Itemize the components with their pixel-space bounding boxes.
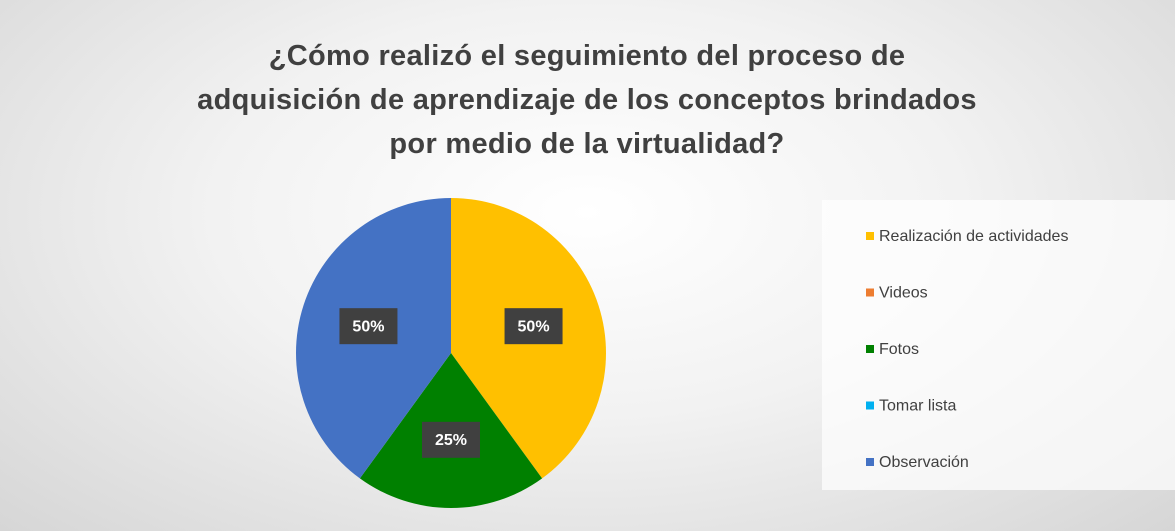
legend-label: Realización de actividades	[879, 228, 1068, 245]
chart-title: ¿Cómo realizó el seguimiento del proceso…	[197, 40, 977, 160]
legend-swatch	[866, 288, 874, 297]
data-label: 25%	[435, 432, 467, 449]
data-label-box	[422, 421, 480, 458]
data-label-box	[504, 308, 563, 345]
data-label: 50%	[518, 318, 550, 335]
legend-label: Videos	[879, 285, 928, 302]
data-label-box	[339, 308, 398, 345]
legend-swatch	[866, 232, 874, 240]
legend-swatch	[866, 401, 874, 410]
legend-swatch	[866, 345, 874, 353]
legend-swatch	[866, 458, 874, 466]
legend-label: Observación	[879, 454, 969, 471]
legend-box	[822, 200, 1175, 490]
data-label: 50%	[352, 318, 384, 335]
legend-label: Tomar lista	[879, 398, 956, 415]
legend-label: Fotos	[879, 341, 919, 358]
